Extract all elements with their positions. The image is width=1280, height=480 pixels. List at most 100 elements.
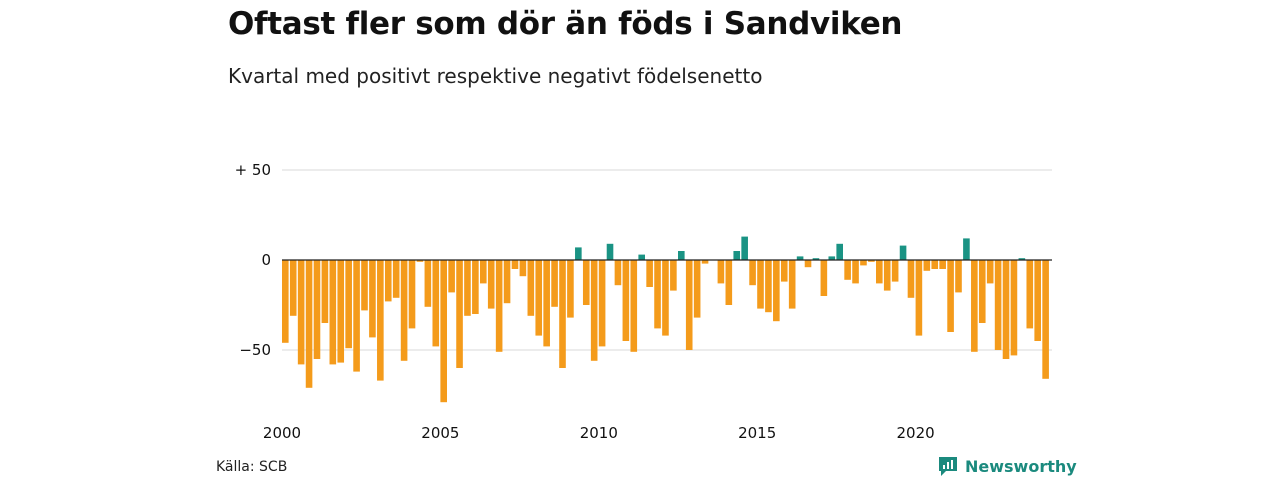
bar [939, 260, 946, 269]
y-axis-ticks: + 50 0 −50 [235, 161, 271, 359]
bar [345, 260, 352, 349]
bar [646, 260, 653, 287]
bar [598, 260, 606, 347]
bar [519, 260, 527, 277]
bar [1034, 260, 1041, 341]
bar [860, 260, 867, 266]
bar [701, 260, 709, 264]
bar [907, 260, 915, 298]
bar [511, 260, 519, 269]
bar [543, 260, 550, 347]
bar [424, 260, 432, 307]
bar [804, 260, 812, 268]
bar [1018, 258, 1026, 260]
bar [986, 260, 994, 284]
bar [313, 260, 321, 359]
bar [836, 243, 843, 260]
x-tick-label: 2020 [897, 424, 935, 442]
bar [472, 260, 479, 314]
x-tick-label: 2015 [738, 424, 776, 442]
bar [408, 260, 416, 329]
bar [289, 260, 297, 316]
bar [590, 260, 598, 361]
bar [947, 260, 954, 332]
bar [464, 260, 471, 316]
bar [582, 260, 590, 305]
bar [923, 260, 931, 271]
y-tick-label: 0 [261, 251, 271, 269]
bar [337, 260, 345, 363]
bar [384, 260, 392, 302]
bar [1002, 260, 1010, 359]
bar [844, 260, 851, 280]
bar [812, 258, 820, 260]
bar [630, 260, 638, 352]
bar [796, 256, 804, 260]
bar [622, 260, 630, 341]
bar [1042, 260, 1049, 379]
bar [678, 251, 685, 260]
bar [353, 260, 360, 372]
bar [725, 260, 733, 305]
bar [614, 260, 622, 286]
y-tick-label: + 50 [235, 161, 271, 179]
bar [876, 260, 883, 284]
bar [321, 260, 329, 323]
chart-subtitle: Kvartal med positivt respektive negativt… [228, 64, 763, 88]
bar [392, 260, 400, 298]
gridlines [282, 169, 1052, 351]
bar [868, 260, 875, 262]
bar [931, 260, 939, 269]
bar [377, 260, 384, 381]
bar [297, 260, 305, 365]
bar [527, 260, 535, 316]
x-tick-label: 2005 [421, 424, 459, 442]
bar [883, 260, 891, 291]
bar [456, 260, 463, 368]
bar [773, 260, 780, 322]
bar [480, 260, 487, 284]
bar [828, 256, 836, 260]
bar [551, 260, 558, 307]
bar [717, 260, 725, 284]
newsworthy-logo-icon [939, 457, 957, 476]
bar [994, 260, 1002, 350]
x-axis-ticks: 2000 2005 2010 2015 2020 [263, 424, 935, 442]
bar [788, 260, 796, 309]
bar [670, 260, 677, 291]
bar [765, 260, 772, 313]
bar [978, 260, 986, 323]
bar [1010, 260, 1018, 356]
bar [733, 251, 741, 260]
bar [416, 260, 424, 262]
brand-name: Newsworthy [965, 456, 1077, 476]
bar [535, 260, 543, 336]
bar [852, 260, 859, 284]
x-tick-label: 2000 [263, 424, 301, 442]
bar [971, 260, 978, 352]
bar [955, 260, 962, 293]
bar [369, 260, 376, 338]
bar [282, 260, 289, 343]
bar [963, 238, 970, 260]
bar [638, 254, 645, 260]
bar [606, 243, 614, 260]
bar [305, 260, 313, 388]
bar [448, 260, 455, 293]
y-tick-label: −50 [239, 341, 271, 359]
bar [440, 260, 447, 403]
bar [487, 260, 495, 309]
bar [559, 260, 566, 368]
bar [1026, 260, 1034, 329]
bar [749, 260, 756, 286]
bar [361, 260, 368, 311]
chart-title: Oftast fler som dör än föds i Sandviken [228, 6, 903, 42]
bar [432, 260, 440, 347]
bar [400, 260, 408, 361]
bar [495, 260, 503, 352]
source-note: Källa: SCB [216, 459, 288, 475]
bar [741, 236, 748, 260]
bar [662, 260, 669, 336]
bar [685, 260, 693, 350]
